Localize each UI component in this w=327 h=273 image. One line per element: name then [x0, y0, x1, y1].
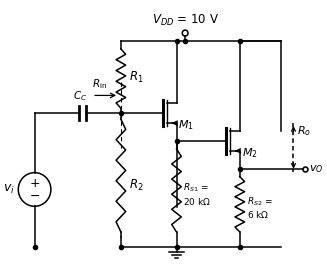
Text: $v_i$: $v_i$	[3, 183, 14, 196]
Text: $R_{S2}$ =
6 k$\Omega$: $R_{S2}$ = 6 k$\Omega$	[247, 195, 272, 220]
Text: $R_2$: $R_2$	[129, 177, 143, 192]
Text: $R_1$: $R_1$	[129, 70, 143, 85]
Text: $R_{S1}$ =
20 k$\Omega$: $R_{S1}$ = 20 k$\Omega$	[183, 181, 211, 207]
Text: +: +	[29, 177, 40, 190]
Text: $M_1$: $M_1$	[179, 118, 194, 132]
Text: $V_{DD}$ = 10 V: $V_{DD}$ = 10 V	[152, 13, 219, 28]
Text: $R_{\mathrm{in}}$: $R_{\mathrm{in}}$	[92, 78, 107, 91]
Text: $R_o$: $R_o$	[297, 124, 311, 138]
Text: $v_O$: $v_O$	[309, 163, 323, 174]
Text: $M_2$: $M_2$	[242, 146, 257, 160]
Text: $C_C$: $C_C$	[74, 90, 88, 103]
Text: −: −	[29, 190, 40, 203]
